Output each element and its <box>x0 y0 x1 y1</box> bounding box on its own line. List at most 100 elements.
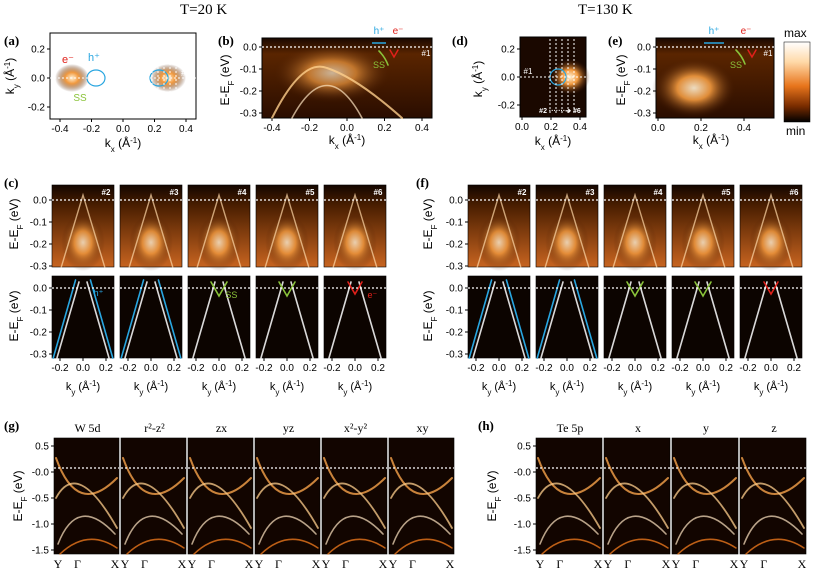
ky-tick-label: 0.2 <box>719 363 733 374</box>
cut-label-range: #2 ·······➔ #6 <box>539 108 581 115</box>
ky-tick-label: 0.0 <box>348 363 362 374</box>
orbital-projection-h-panel-frame <box>535 437 603 555</box>
band-dispersion <box>394 538 453 555</box>
ky-tick-label: 0.0 <box>212 363 226 374</box>
ky-axis-label: ky (Å-1) <box>686 379 720 397</box>
band-dispersion <box>735 49 746 65</box>
orbital-projection-h-panel-frame <box>603 437 671 555</box>
k-point-label: Y <box>54 557 63 571</box>
band-dispersion <box>256 482 319 529</box>
band-dispersion <box>774 281 798 359</box>
energy-tick-label: -0.3 <box>446 262 464 273</box>
band-dispersion <box>193 538 252 555</box>
band-dispersion <box>573 279 598 359</box>
ky-axis-label: ky (Å-1) <box>134 379 168 397</box>
panel-label-g: (g) <box>4 418 20 433</box>
k-point-label: X <box>594 557 603 571</box>
cut-label-1: #1 <box>422 49 431 58</box>
energy-tick-label: 0.0 <box>33 284 47 295</box>
band-dispersion <box>126 538 185 555</box>
kx-tick-label: -0.2 <box>83 124 101 135</box>
k-point-label: Y <box>389 557 398 571</box>
orbital-projection-h-panel-frame <box>671 437 739 555</box>
intensity-blob <box>652 58 736 118</box>
orbital-projection-g-panel-frame <box>388 437 455 555</box>
band-dispersion <box>128 192 174 268</box>
band-dispersion <box>189 457 252 495</box>
band-dispersion <box>89 279 114 359</box>
band-dispersion <box>124 281 148 359</box>
band-dispersion <box>390 457 453 495</box>
energy-tick-label: -0.1 <box>30 306 48 317</box>
cut-index-label: #4 <box>654 188 663 197</box>
k-point-label: Y <box>740 557 749 571</box>
kx-tick-label: 0.2 <box>148 124 162 135</box>
header-right-temperature: T=130 K <box>578 2 633 18</box>
kx-tick-label: 0.4 <box>573 122 587 133</box>
band-dispersion <box>258 515 317 545</box>
k-point-label: X <box>178 557 187 571</box>
cut-label-1: #1 <box>181 68 191 78</box>
intensity-blob <box>477 213 521 272</box>
intensity-blob <box>545 213 589 272</box>
band-dispersion <box>189 482 252 529</box>
intensity-blob <box>333 213 377 272</box>
kx-tick-label: -0.4 <box>51 124 69 135</box>
band-dispersion <box>260 538 319 555</box>
energy-axis-label: E-EF (eV) <box>421 291 439 342</box>
k-point-label: Y <box>121 557 130 571</box>
energy-tick-label: -1.5 <box>514 546 532 557</box>
band-dispersion <box>676 281 700 359</box>
cut-index-label: #6 <box>374 188 383 197</box>
hole-label: h⁺ <box>374 26 385 37</box>
band-dispersion <box>278 281 296 298</box>
intensity-blob <box>61 213 105 272</box>
band-dispersion <box>52 279 77 359</box>
band-dispersion <box>192 281 216 359</box>
energy-tick-label: -0.5 <box>514 494 532 505</box>
intensity-blob <box>265 213 309 272</box>
cut-index-label: #3 <box>586 188 595 197</box>
ky-tick-label: 0.0 <box>560 363 574 374</box>
header-left-temperature: T=20 K <box>180 2 228 18</box>
k-point-label: X <box>662 557 671 571</box>
ky-tick-label: -0.2 <box>28 103 46 114</box>
energy-tick-label: 0.0 <box>33 196 47 207</box>
band-dispersion <box>612 192 658 268</box>
ky-tick-label: 0.2 <box>235 363 249 374</box>
k-point-label: X <box>245 557 254 571</box>
band-dispersion <box>264 192 310 268</box>
band-dispersion <box>502 281 526 359</box>
energy-tick-label: -0.3 <box>30 262 48 273</box>
cut-index-label: #6 <box>790 188 799 197</box>
band-dispersion <box>539 515 599 545</box>
k-point-label: Y <box>255 557 264 571</box>
intensity-blob <box>749 213 793 272</box>
ky-tick-label: 0.0 <box>501 73 515 84</box>
k-point-label: X <box>379 557 388 571</box>
band-dispersion <box>476 192 522 268</box>
energy-tick-label: 0.0 <box>449 196 463 207</box>
ky-tick-label: 0.2 <box>99 363 113 374</box>
ky-tick-label: 0.0 <box>492 363 506 374</box>
k-point-label: Y <box>672 557 681 571</box>
ky-tick-label: -0.2 <box>51 363 69 374</box>
band-dispersion <box>763 281 779 296</box>
energy-tick-label: -0.1 <box>446 218 464 229</box>
kx-tick-label: 0.4 <box>179 124 193 135</box>
cut-label-1: #1 <box>764 49 773 58</box>
orbital-projection-h-panel-title: Te 5p <box>557 421 584 435</box>
colorbar <box>783 41 811 123</box>
band-dispersion <box>675 515 735 545</box>
orbital-projection-h-panel-title: x <box>635 421 641 435</box>
energy-tick-label: -0.0 <box>32 468 50 479</box>
k-point-label: Γ <box>409 557 416 571</box>
band-dispersion <box>323 457 386 495</box>
cut-index-label: #2 <box>518 188 527 197</box>
band-dispersion <box>196 192 242 268</box>
kx-tick-label: 0.0 <box>116 124 130 135</box>
band-dispersion <box>55 482 118 529</box>
k-point-label: Y <box>188 557 197 571</box>
ky-tick-label: 0.2 <box>501 45 515 56</box>
ky-tick-label: 0.0 <box>31 74 45 85</box>
